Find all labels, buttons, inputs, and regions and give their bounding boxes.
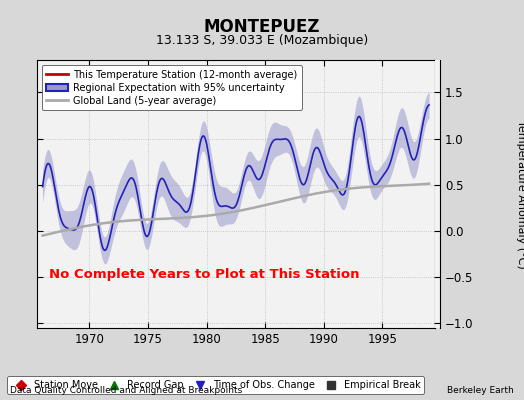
- Text: Data Quality Controlled and Aligned at Breakpoints: Data Quality Controlled and Aligned at B…: [10, 386, 243, 395]
- Text: Temperature Anomaly (°C): Temperature Anomaly (°C): [516, 120, 524, 268]
- Text: Berkeley Earth: Berkeley Earth: [447, 386, 514, 395]
- Text: MONTEPUEZ: MONTEPUEZ: [204, 18, 320, 36]
- Legend: Station Move, Record Gap, Time of Obs. Change, Empirical Break: Station Move, Record Gap, Time of Obs. C…: [7, 376, 424, 394]
- Text: 13.133 S, 39.033 E (Mozambique): 13.133 S, 39.033 E (Mozambique): [156, 34, 368, 47]
- Text: No Complete Years to Plot at This Station: No Complete Years to Plot at This Statio…: [49, 268, 359, 281]
